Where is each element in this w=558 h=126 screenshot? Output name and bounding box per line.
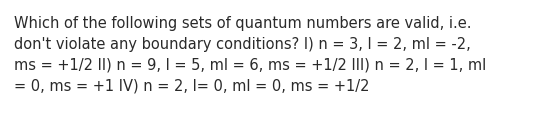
Text: Which of the following sets of quantum numbers are valid, i.e.
don't violate any: Which of the following sets of quantum n… [14,16,486,93]
